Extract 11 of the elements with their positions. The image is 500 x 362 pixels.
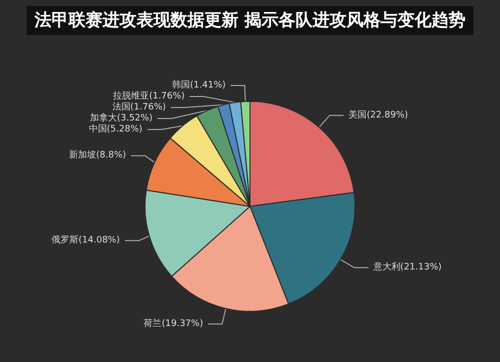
slice-label: 中国(5.28%) [88, 123, 142, 134]
chart-title: 法甲联赛进攻表现数据更新 揭示各队进攻风格与变化趋势 [34, 10, 466, 30]
slice-label: 拉脱维亚(1.76%) [113, 90, 185, 102]
slice-label: 加拿大(3.52%) [90, 112, 153, 124]
slice-label: 俄罗斯(14.08%) [52, 234, 120, 246]
slice-label: 美国(22.89%) [348, 109, 408, 120]
slice-label: 新加坡(8.8%) [69, 150, 126, 161]
slice-label: 荷兰(19.37%) [144, 318, 204, 330]
slice-label: 法国(1.76%) [112, 101, 166, 112]
slice-label: 韩国(1.41%) [172, 79, 226, 90]
slice-label: 意大利(21.13%) [372, 262, 442, 273]
